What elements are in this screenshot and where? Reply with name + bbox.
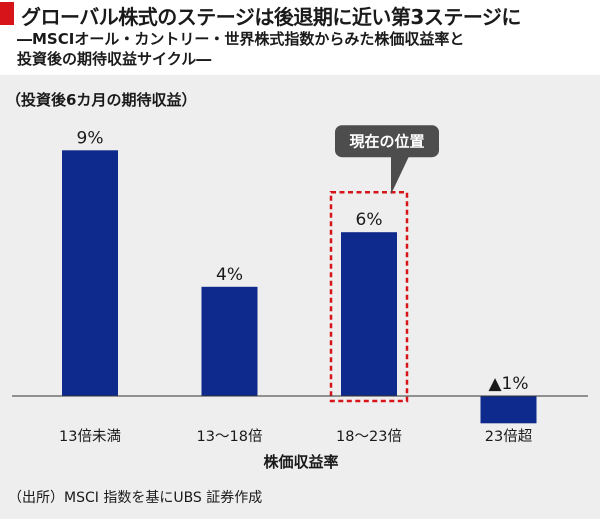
header: グローバル株式のステージは後退期に近い第3ステージに ―MSCIオール・カントリ…	[0, 0, 600, 75]
y-axis-label: （投資後6カ月の期待収益）	[6, 91, 196, 109]
data-label-3: 6%	[356, 210, 383, 230]
chart-subtitle-line1: ―MSCIオール・カントリー・世界株式指数からみた株価収益率と	[17, 30, 465, 48]
chart-subtitle-line2: 投資後の期待収益サイクル―	[17, 50, 212, 68]
category-label-1: 13倍未満	[59, 428, 121, 445]
chart-panel: （投資後6カ月の期待収益） 9% 13倍未満 4% 13～18倍 6% 18～23倍 現在の…	[0, 75, 600, 519]
bar-1	[62, 150, 118, 396]
bar-2	[201, 286, 258, 396]
category-label-3: 18～23倍	[336, 428, 402, 445]
callout-pointer	[391, 156, 409, 195]
bar-chart: （投資後6カ月の期待収益） 9% 13倍未満 4% 13～18倍 6% 18～23倍 現在の…	[6, 91, 588, 471]
bar-4	[480, 396, 537, 424]
callout-label: 現在の位置	[349, 133, 424, 151]
data-label-1: 9%	[77, 128, 104, 148]
callout-bubble	[335, 125, 439, 158]
title-accent-mark	[0, 2, 14, 25]
highlight-box	[329, 190, 409, 403]
category-label-2: 13～18倍	[197, 428, 263, 445]
bars-layer: 9% 13倍未満 4% 13～18倍 6% 18～23倍 現在の位置 ▲1% 23倍超	[12, 125, 588, 445]
x-axis-label: 株価収益率	[263, 453, 338, 471]
chart-title: グローバル株式のステージは後退期に近い第3ステージに	[21, 5, 521, 29]
data-label-2: 4%	[216, 265, 243, 285]
source-note: （出所）MSCI 指数を基にUBS 証券作成	[8, 490, 263, 506]
data-label-4: ▲1%	[488, 374, 528, 394]
bar-3	[341, 232, 397, 396]
category-label-4: 23倍超	[485, 428, 533, 445]
